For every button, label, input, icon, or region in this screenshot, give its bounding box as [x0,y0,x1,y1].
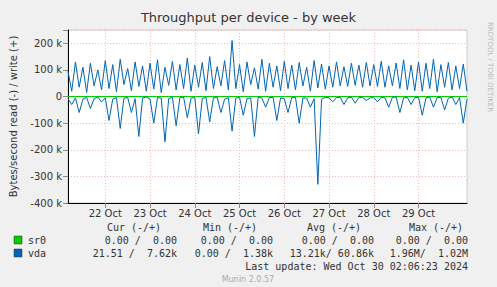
svg-text:Max (-/+): Max (-/+) [409,222,463,233]
svg-text:Avg (-/+): Avg (-/+) [307,222,361,233]
svg-text:0.00 / 0.00: 0.00 / 0.00 [302,235,374,246]
svg-text:0.00 / 0.00: 0.00 / 0.00 [396,235,468,246]
svg-text:25 Oct: 25 Oct [223,208,256,219]
svg-text:Bytes/second read (-) / write: Bytes/second read (-) / write (+) [8,36,19,198]
svg-text:13.21k/ 60.86k: 13.21k/ 60.86k [290,248,374,259]
svg-text:0.00 / 0.00: 0.00 / 0.00 [105,235,177,246]
svg-text:28 Oct: 28 Oct [357,208,390,219]
svg-text:0.00 / 0.00: 0.00 / 0.00 [201,235,273,246]
svg-text:Cur (-/+): Cur (-/+) [107,222,161,233]
svg-text:200 k: 200 k [34,38,62,49]
svg-text:vda: vda [28,248,46,259]
svg-text:24 Oct: 24 Oct [178,208,211,219]
svg-text:-200 k: -200 k [30,144,62,155]
svg-text:-100 k: -100 k [30,118,62,129]
svg-text:RRDTOOL / TOBI OETIKER: RRDTOOL / TOBI OETIKER [486,22,494,112]
svg-text:0.00 / 1.38k: 0.00 / 1.38k [195,248,273,259]
svg-text:-400 k: -400 k [30,198,62,209]
svg-text:Munin 2.0.57: Munin 2.0.57 [222,275,274,284]
svg-text:26 Oct: 26 Oct [268,208,301,219]
svg-text:0: 0 [56,91,62,102]
svg-text:sr0: sr0 [28,235,46,246]
svg-text:100 k: 100 k [34,64,62,75]
svg-text:22 Oct: 22 Oct [89,208,122,219]
svg-text:21.51 / 7.62k: 21.51 / 7.62k [93,248,177,259]
svg-text:Last update: Wed Oct 30 02:06:: Last update: Wed Oct 30 02:06:23 2024 [245,261,468,272]
svg-text:23 Oct: 23 Oct [133,208,166,219]
svg-text:Throughput per device - by wee: Throughput per device - by week [140,10,357,25]
svg-text:-300 k: -300 k [30,171,62,182]
svg-text:1.96M/ 1.02M: 1.96M/ 1.02M [390,248,468,259]
svg-text:27 Oct: 27 Oct [312,208,345,219]
svg-text:Min (-/+): Min (-/+) [203,222,257,233]
svg-text:29 Oct: 29 Oct [402,208,435,219]
